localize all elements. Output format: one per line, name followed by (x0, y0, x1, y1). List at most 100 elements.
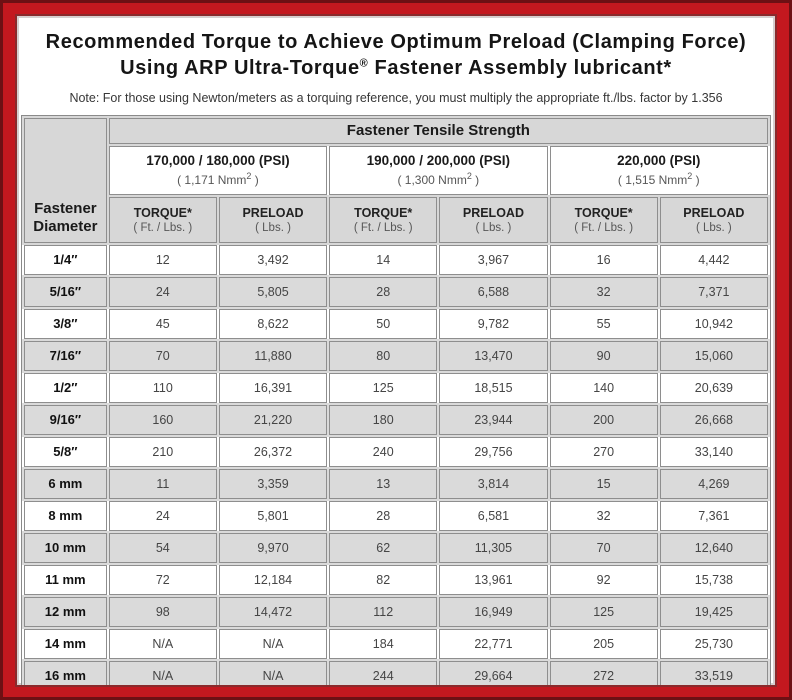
preload-value: 8,622 (218, 308, 328, 339)
torque-value: 98 (108, 596, 217, 627)
preload-value: 4,269 (659, 468, 768, 499)
row-diameter: 1/2″ (24, 372, 107, 403)
row-diameter: 10 mm (24, 532, 107, 563)
torque-value: 13 (329, 468, 438, 499)
torque-value: 180 (329, 404, 438, 435)
torque-value: 62 (329, 532, 438, 563)
preload-value: 4,442 (659, 244, 768, 275)
torque-value: 54 (108, 532, 217, 563)
page-title: Recommended Torque to Achieve Optimum Pr… (17, 29, 775, 82)
torque-value: 244 (329, 660, 438, 685)
table-row: 16 mm N/A N/A 244 29,664 272 33,519 (24, 660, 768, 685)
torque-table-container: Fastener Diameter Fastener Tensile Stren… (21, 114, 771, 685)
preload-value: 33,140 (659, 436, 768, 467)
torque-value: 110 (108, 372, 217, 403)
torque-value: 112 (329, 596, 438, 627)
table-row: 9/16″ 160 21,220 180 23,944 200 26,668 (24, 404, 768, 435)
torque-value: 184 (329, 628, 438, 659)
table-row: 12 mm 98 14,472 112 16,949 125 19,425 (24, 596, 768, 627)
torque-value: 160 (108, 404, 217, 435)
row-diameter: 9/16″ (24, 404, 107, 435)
preload-value: 18,515 (439, 372, 548, 403)
preload-value: N/A (218, 628, 328, 659)
preload-value: 10,942 (659, 308, 768, 339)
preload-column-header: PRELOAD( Lbs. ) (659, 196, 768, 243)
preload-value: 29,664 (439, 660, 548, 685)
preload-value: 12,640 (659, 532, 768, 563)
torque-value: 200 (549, 404, 658, 435)
torque-value: 272 (549, 660, 658, 685)
psi-group-170: 170,000 / 180,000 (PSI) ( 1,171 Nmm2 ) (108, 145, 328, 195)
torque-value: 15 (549, 468, 658, 499)
torque-value: 240 (329, 436, 438, 467)
preload-value: 5,801 (218, 500, 328, 531)
preload-value: 7,371 (659, 276, 768, 307)
torque-value: 11 (108, 468, 217, 499)
preload-value: 15,738 (659, 564, 768, 595)
preload-value: 33,519 (659, 660, 768, 685)
preload-value: 15,060 (659, 340, 768, 371)
torque-value: 125 (549, 596, 658, 627)
tensile-strength-header-row: Fastener Diameter Fastener Tensile Stren… (24, 117, 768, 243)
torque-column-header: TORQUE*( Ft. / Lbs. ) (108, 196, 217, 243)
torque-value: 24 (108, 276, 217, 307)
registered-trademark-symbol: ® (359, 57, 369, 70)
preload-value: 3,359 (218, 468, 328, 499)
preload-value: 19,425 (659, 596, 768, 627)
torque-value: 72 (108, 564, 217, 595)
preload-value: 5,805 (218, 276, 328, 307)
torque-value: 28 (329, 276, 438, 307)
preload-value: 11,305 (439, 532, 548, 563)
table-row: 6 mm 11 3,359 13 3,814 15 4,269 (24, 468, 768, 499)
preload-value: 11,880 (218, 340, 328, 371)
preload-value: 9,970 (218, 532, 328, 563)
preload-value: 3,814 (439, 468, 548, 499)
preload-value: 13,470 (439, 340, 548, 371)
torque-value: 270 (549, 436, 658, 467)
table-row: 3/8″ 45 8,622 50 9,782 55 10,942 (24, 308, 768, 339)
torque-value: N/A (108, 660, 217, 685)
torque-spec-table: Fastener Diameter Fastener Tensile Stren… (21, 114, 771, 685)
torque-value: 125 (329, 372, 438, 403)
torque-value: 205 (549, 628, 658, 659)
preload-value: 3,492 (218, 244, 328, 275)
title-line-1: Recommended Torque to Achieve Optimum Pr… (45, 31, 747, 53)
row-diameter: 7/16″ (24, 340, 107, 371)
preload-value: 26,372 (218, 436, 328, 467)
title-line-2: Using ARP Ultra-Torque® Fastener Assembl… (120, 57, 672, 80)
torque-column-header: TORQUE*( Ft. / Lbs. ) (329, 196, 438, 243)
torque-value: 24 (108, 500, 217, 531)
row-diameter: 12 mm (24, 596, 107, 627)
preload-value: 13,961 (439, 564, 548, 595)
torque-value: 90 (549, 340, 658, 371)
table-row: 1/4″ 12 3,492 14 3,967 16 4,442 (24, 244, 768, 275)
row-diameter: 11 mm (24, 564, 107, 595)
preload-column-header: PRELOAD( Lbs. ) (439, 196, 548, 243)
preload-value: 14,472 (218, 596, 328, 627)
preload-value: 6,588 (439, 276, 548, 307)
torque-value: 70 (108, 340, 217, 371)
row-diameter: 3/8″ (24, 308, 107, 339)
preload-value: 6,581 (439, 500, 548, 531)
torque-value: 32 (549, 500, 658, 531)
fastener-diameter-header: Fastener Diameter (24, 117, 107, 243)
preload-value: 16,949 (439, 596, 548, 627)
preload-value: 12,184 (218, 564, 328, 595)
preload-value: 9,782 (439, 308, 548, 339)
preload-value: N/A (218, 660, 328, 685)
torque-value: 92 (549, 564, 658, 595)
torque-value: 12 (108, 244, 217, 275)
table-row: 5/16″ 24 5,805 28 6,588 32 7,371 (24, 276, 768, 307)
row-diameter: 5/8″ (24, 436, 107, 467)
preload-value: 16,391 (218, 372, 328, 403)
content-card: Recommended Torque to Achieve Optimum Pr… (15, 14, 777, 687)
preload-column-header: PRELOAD( Lbs. ) (218, 196, 328, 243)
row-diameter: 8 mm (24, 500, 107, 531)
preload-value: 3,967 (439, 244, 548, 275)
torque-value: 55 (549, 308, 658, 339)
preload-value: 20,639 (659, 372, 768, 403)
tensile-strength-header: Fastener Tensile Strength (108, 117, 768, 144)
torque-value: 32 (549, 276, 658, 307)
row-diameter: 1/4″ (24, 244, 107, 275)
